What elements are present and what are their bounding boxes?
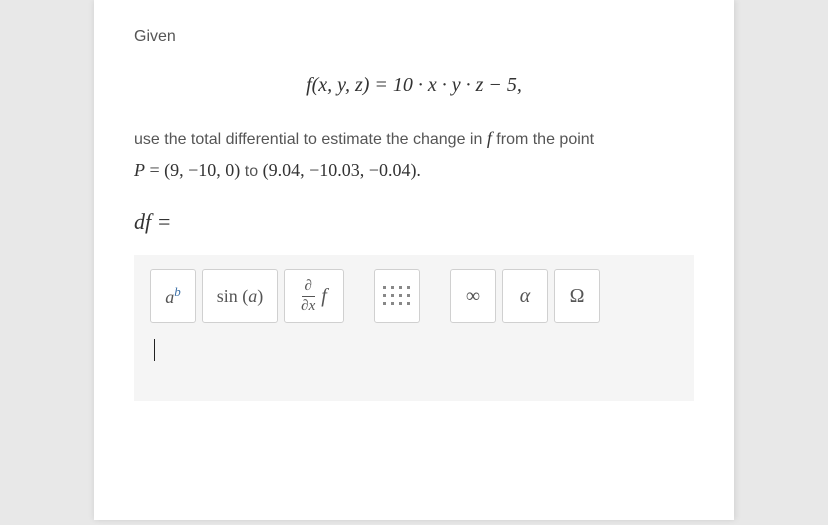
instruction-text: use the total differential to estimate t… — [134, 125, 694, 152]
matrix-button[interactable] — [374, 269, 420, 323]
omega-button[interactable]: Ω — [554, 269, 600, 323]
sin-button[interactable]: sin (a) — [202, 269, 278, 323]
alpha-icon: α — [520, 285, 531, 308]
sin-label: sin (a) — [217, 286, 264, 307]
instruction-suffix: from the point — [492, 131, 594, 148]
power-icon: ab — [165, 284, 181, 308]
equation-text: f(x, y, z) = 10 · x · y · z − 5, — [306, 74, 522, 96]
equation-block: f(x, y, z) = 10 · x · y · z − 5, — [134, 74, 694, 97]
editor-toolbar: ab sin (a) ∂ ∂x f — [150, 269, 678, 323]
toolbar-spacer-2 — [426, 269, 444, 323]
partial-derivative-icon: ∂ ∂x f — [301, 279, 327, 314]
input-cursor[interactable] — [154, 339, 155, 361]
infinity-button[interactable]: ∞ — [450, 269, 496, 323]
df-prompt: df = — [134, 209, 694, 235]
partial-derivative-button[interactable]: ∂ ∂x f — [284, 269, 344, 323]
given-label: Given — [134, 28, 694, 46]
equation-editor: ab sin (a) ∂ ∂x f — [134, 255, 694, 401]
omega-icon: Ω — [570, 285, 585, 308]
point-line: P = (9, −10, 0) to (9.04, −10.03, −0.04)… — [134, 160, 694, 181]
alpha-button[interactable]: α — [502, 269, 548, 323]
power-button[interactable]: ab — [150, 269, 196, 323]
matrix-icon — [383, 286, 411, 306]
instruction-prefix: use the total differential to estimate t… — [134, 131, 487, 148]
toolbar-spacer — [350, 269, 368, 323]
infinity-icon: ∞ — [466, 285, 480, 308]
problem-card: Given f(x, y, z) = 10 · x · y · z − 5, u… — [94, 0, 734, 520]
